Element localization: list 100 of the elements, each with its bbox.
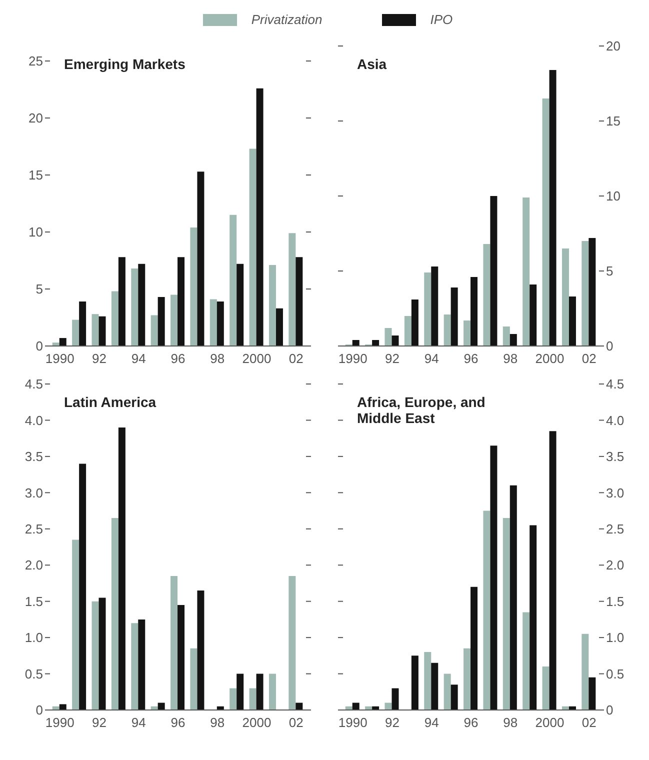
- bar: [562, 248, 569, 346]
- y2-tick-label: 20: [606, 38, 620, 54]
- bar: [588, 238, 596, 346]
- x-tick-label: 98: [503, 715, 518, 730]
- y2-tick-label: 5: [606, 264, 614, 279]
- bar: [384, 328, 392, 346]
- bar: [384, 702, 392, 710]
- bar: [510, 485, 517, 710]
- bar: [131, 623, 138, 710]
- bar: [92, 601, 99, 710]
- y2-tick-label: 1.0: [606, 630, 624, 646]
- bar: [522, 198, 530, 346]
- x-tick-label: 92: [92, 715, 106, 730]
- bar: [490, 196, 498, 346]
- bar: [170, 576, 178, 710]
- bar: [118, 257, 126, 346]
- y2-tick-label: 15: [606, 114, 620, 129]
- bar: [450, 288, 458, 346]
- bar: [352, 340, 360, 346]
- bar: [450, 684, 458, 710]
- bar: [490, 446, 498, 710]
- bar: [210, 299, 217, 346]
- bar: [158, 296, 165, 346]
- bar: [158, 702, 165, 710]
- bar: [522, 612, 530, 710]
- bar: [392, 336, 399, 346]
- bar: [542, 666, 550, 710]
- y-tick-label: 5: [36, 282, 43, 297]
- bar: [530, 525, 537, 710]
- x-tick-label: 96: [464, 351, 478, 366]
- x-tick-label: 02: [288, 715, 304, 730]
- x-tick-label: 02: [582, 715, 596, 730]
- bar: [444, 314, 451, 346]
- y-tick-label: 3.5: [24, 449, 43, 464]
- y-tick-label: 10: [28, 224, 43, 240]
- text: Asia: [357, 56, 387, 72]
- x-tick-label: 92: [384, 715, 400, 730]
- x-tick-label: 2000: [242, 715, 272, 730]
- x-tick-label: 1990: [338, 351, 368, 366]
- text: Africa, Europe, and Middle East: [357, 394, 486, 426]
- x-tick-label: 94: [424, 715, 439, 730]
- bar: [444, 674, 451, 710]
- bar: [72, 540, 80, 710]
- bar: [236, 264, 244, 346]
- bar: [582, 241, 589, 346]
- bar: [190, 227, 198, 346]
- bar: [296, 702, 303, 710]
- bar: [98, 598, 106, 710]
- y-tick-label: 3.0: [24, 485, 43, 500]
- bar: [470, 586, 478, 710]
- y-tick-label: 4.5: [24, 376, 43, 392]
- x-tick-label: 92: [384, 351, 400, 366]
- y-tick-label: 2.5: [24, 522, 43, 537]
- bar: [424, 272, 432, 346]
- y-tick-label: 1.5: [24, 594, 43, 609]
- x-tick-label: 1990: [338, 715, 368, 730]
- y2-tick-label: 4.5: [606, 376, 624, 392]
- legend-label: Privatization: [250, 12, 322, 27]
- bar: [288, 576, 296, 710]
- bar: [288, 233, 296, 346]
- bar: [542, 98, 550, 346]
- bar: [131, 268, 138, 346]
- y2-tick-label: 10: [606, 188, 620, 204]
- y-tick-label: 0: [36, 702, 43, 718]
- bar: [111, 518, 118, 710]
- x-tick-label: 2000: [535, 351, 564, 366]
- y2-tick-label: 0: [606, 702, 614, 718]
- y-tick-label: 20: [28, 110, 43, 126]
- bar: [178, 604, 185, 710]
- x-tick-label: 94: [424, 351, 439, 366]
- x-tick-label: 96: [464, 715, 478, 730]
- x-tick-label: 98: [503, 351, 518, 366]
- bar: [464, 320, 471, 346]
- y-tick-label: 4.0: [24, 412, 43, 428]
- x-tick-label: 2000: [242, 351, 272, 366]
- bar: [510, 334, 517, 346]
- y2-tick-label: 4.0: [606, 412, 624, 428]
- y2-tick-label: 2.5: [606, 522, 624, 537]
- bar: [79, 302, 86, 346]
- legend-label: IPO: [429, 12, 453, 27]
- bar: [190, 648, 198, 710]
- y2-tick-label: 0: [606, 338, 614, 354]
- bar: [372, 340, 380, 346]
- y2-tick-label: 3.0: [606, 485, 624, 500]
- bar: [268, 674, 276, 710]
- bar: [170, 294, 178, 346]
- bar: [464, 648, 471, 710]
- y2-tick-label: 1.5: [606, 594, 624, 609]
- bar: [483, 244, 490, 346]
- bar: [216, 302, 224, 346]
- bar: [138, 264, 146, 346]
- y-tick-label: 0.5: [24, 666, 43, 682]
- x-tick-label: 94: [131, 715, 146, 730]
- bar: [588, 677, 596, 710]
- bar: [256, 674, 264, 710]
- bar: [530, 284, 537, 346]
- bar: [236, 674, 244, 710]
- bar: [249, 148, 256, 346]
- bar: [483, 510, 490, 710]
- y2-tick-label: 0.5: [606, 666, 624, 682]
